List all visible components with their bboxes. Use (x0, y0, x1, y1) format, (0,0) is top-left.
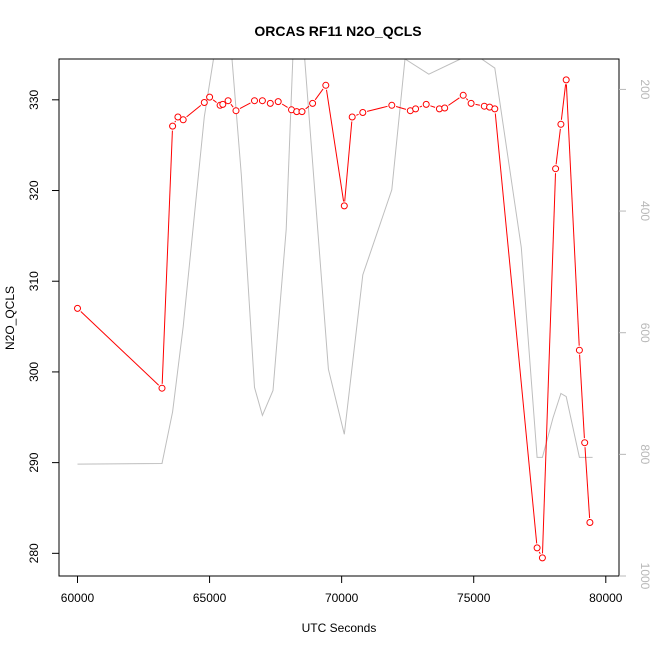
y-tick-label: 310 (27, 271, 41, 291)
n2o-point (422, 100, 430, 108)
n2o-point (538, 554, 546, 562)
n2o-line-segment (281, 103, 288, 108)
n2o-line-segment (565, 84, 580, 346)
n2o-line-segment (395, 106, 407, 110)
n2o-line-segment (80, 311, 160, 386)
y2-tick-label: 400 (638, 201, 650, 221)
n2o-line-segment (584, 447, 591, 519)
y-tick-label: 300 (27, 362, 41, 382)
n2o-line-segment (475, 103, 481, 106)
x-tick-label: 65000 (193, 591, 227, 605)
n2o-point (388, 101, 396, 109)
x-axis: 60000 65000 70000 75000 80000 (61, 576, 623, 605)
n2o-point (562, 76, 570, 84)
n2o-line-segment (212, 99, 217, 103)
n2o-point (206, 93, 214, 101)
n2o-point (557, 120, 565, 128)
altitude-line (77, 59, 593, 465)
n2o-point (412, 105, 420, 113)
y-axis-label: N2O_QCLS (3, 286, 17, 350)
n2o-point (348, 113, 356, 121)
n2o-line-segment (161, 130, 173, 384)
n2o-point (533, 544, 541, 552)
n2o-line-segment (174, 120, 177, 123)
n2o-point (298, 108, 306, 116)
y2-tick-label: 200 (638, 79, 650, 99)
n2o-line-segment (538, 551, 541, 555)
y-axis: 280 290 300 310 320 330 (27, 89, 59, 563)
n2o-point (74, 304, 81, 312)
n2o-point (224, 97, 232, 105)
n2o-point (232, 107, 240, 115)
n2o-point (581, 439, 589, 447)
n2o-line-segment (579, 354, 585, 439)
n2o-point (158, 384, 166, 392)
n2o-line-segment (326, 89, 345, 202)
n2o-line-segment (366, 105, 388, 112)
y2-tick-label: 1000 (638, 563, 650, 590)
n2o-point (266, 99, 274, 107)
n2o-line-segment (542, 173, 556, 554)
n2o-line-segment (344, 121, 353, 202)
x-axis-label: UTC Seconds (302, 621, 377, 635)
y2-tick-label: 800 (638, 444, 650, 464)
chart-title: ORCAS RF11 N2O_QCLS (254, 23, 421, 39)
n2o-point (552, 165, 560, 173)
y-tick-label: 320 (27, 180, 41, 200)
n2o-point (274, 98, 282, 106)
n2o-point (258, 97, 266, 105)
n2o-point (491, 105, 499, 113)
n2o-line-segment (230, 103, 234, 108)
plot-frame (58, 58, 620, 577)
n2o-point (441, 104, 449, 112)
n2o-point (467, 99, 475, 107)
n2o-line-segment (239, 102, 251, 110)
y2-tick-label: 600 (638, 323, 650, 343)
n2o-point (174, 113, 182, 121)
n2o-point (200, 99, 208, 106)
y2-axis: 200 400 600 800 1000 (619, 79, 650, 590)
n2o-point (322, 81, 330, 89)
n2o-line-segment (494, 113, 538, 544)
x-tick-label: 60000 (61, 591, 95, 605)
n2o-series (74, 76, 594, 562)
altitude-series (77, 59, 593, 465)
n2o-line-segment (448, 97, 460, 106)
x-tick-label: 75000 (457, 591, 491, 605)
n2o-line-segment (314, 88, 324, 101)
y-tick-label: 330 (27, 89, 41, 109)
x-tick-label: 80000 (589, 591, 623, 605)
y-tick-label: 290 (27, 452, 41, 472)
n2o-line-segment (560, 84, 567, 120)
n2o-point (575, 346, 583, 354)
n2o-point (340, 202, 348, 210)
n2o-line-segment (430, 105, 436, 108)
x-tick-label: 70000 (325, 591, 359, 605)
n2o-point (309, 99, 317, 107)
n2o-point (179, 116, 187, 124)
n2o-line-segment (555, 128, 561, 165)
n2o-point (459, 91, 467, 99)
y-tick-label: 280 (27, 543, 41, 563)
n2o-line-segment (465, 98, 469, 101)
n2o-point (219, 100, 227, 108)
n2o-line-segment (305, 105, 310, 110)
n2o-line-segment (419, 105, 423, 108)
n2o-point (251, 97, 258, 105)
n2o-line-segment (356, 113, 359, 116)
n2o-point (359, 109, 367, 116)
n2o-point (169, 122, 177, 130)
n2o-point (586, 519, 594, 526)
n2o-line-segment (186, 105, 202, 118)
